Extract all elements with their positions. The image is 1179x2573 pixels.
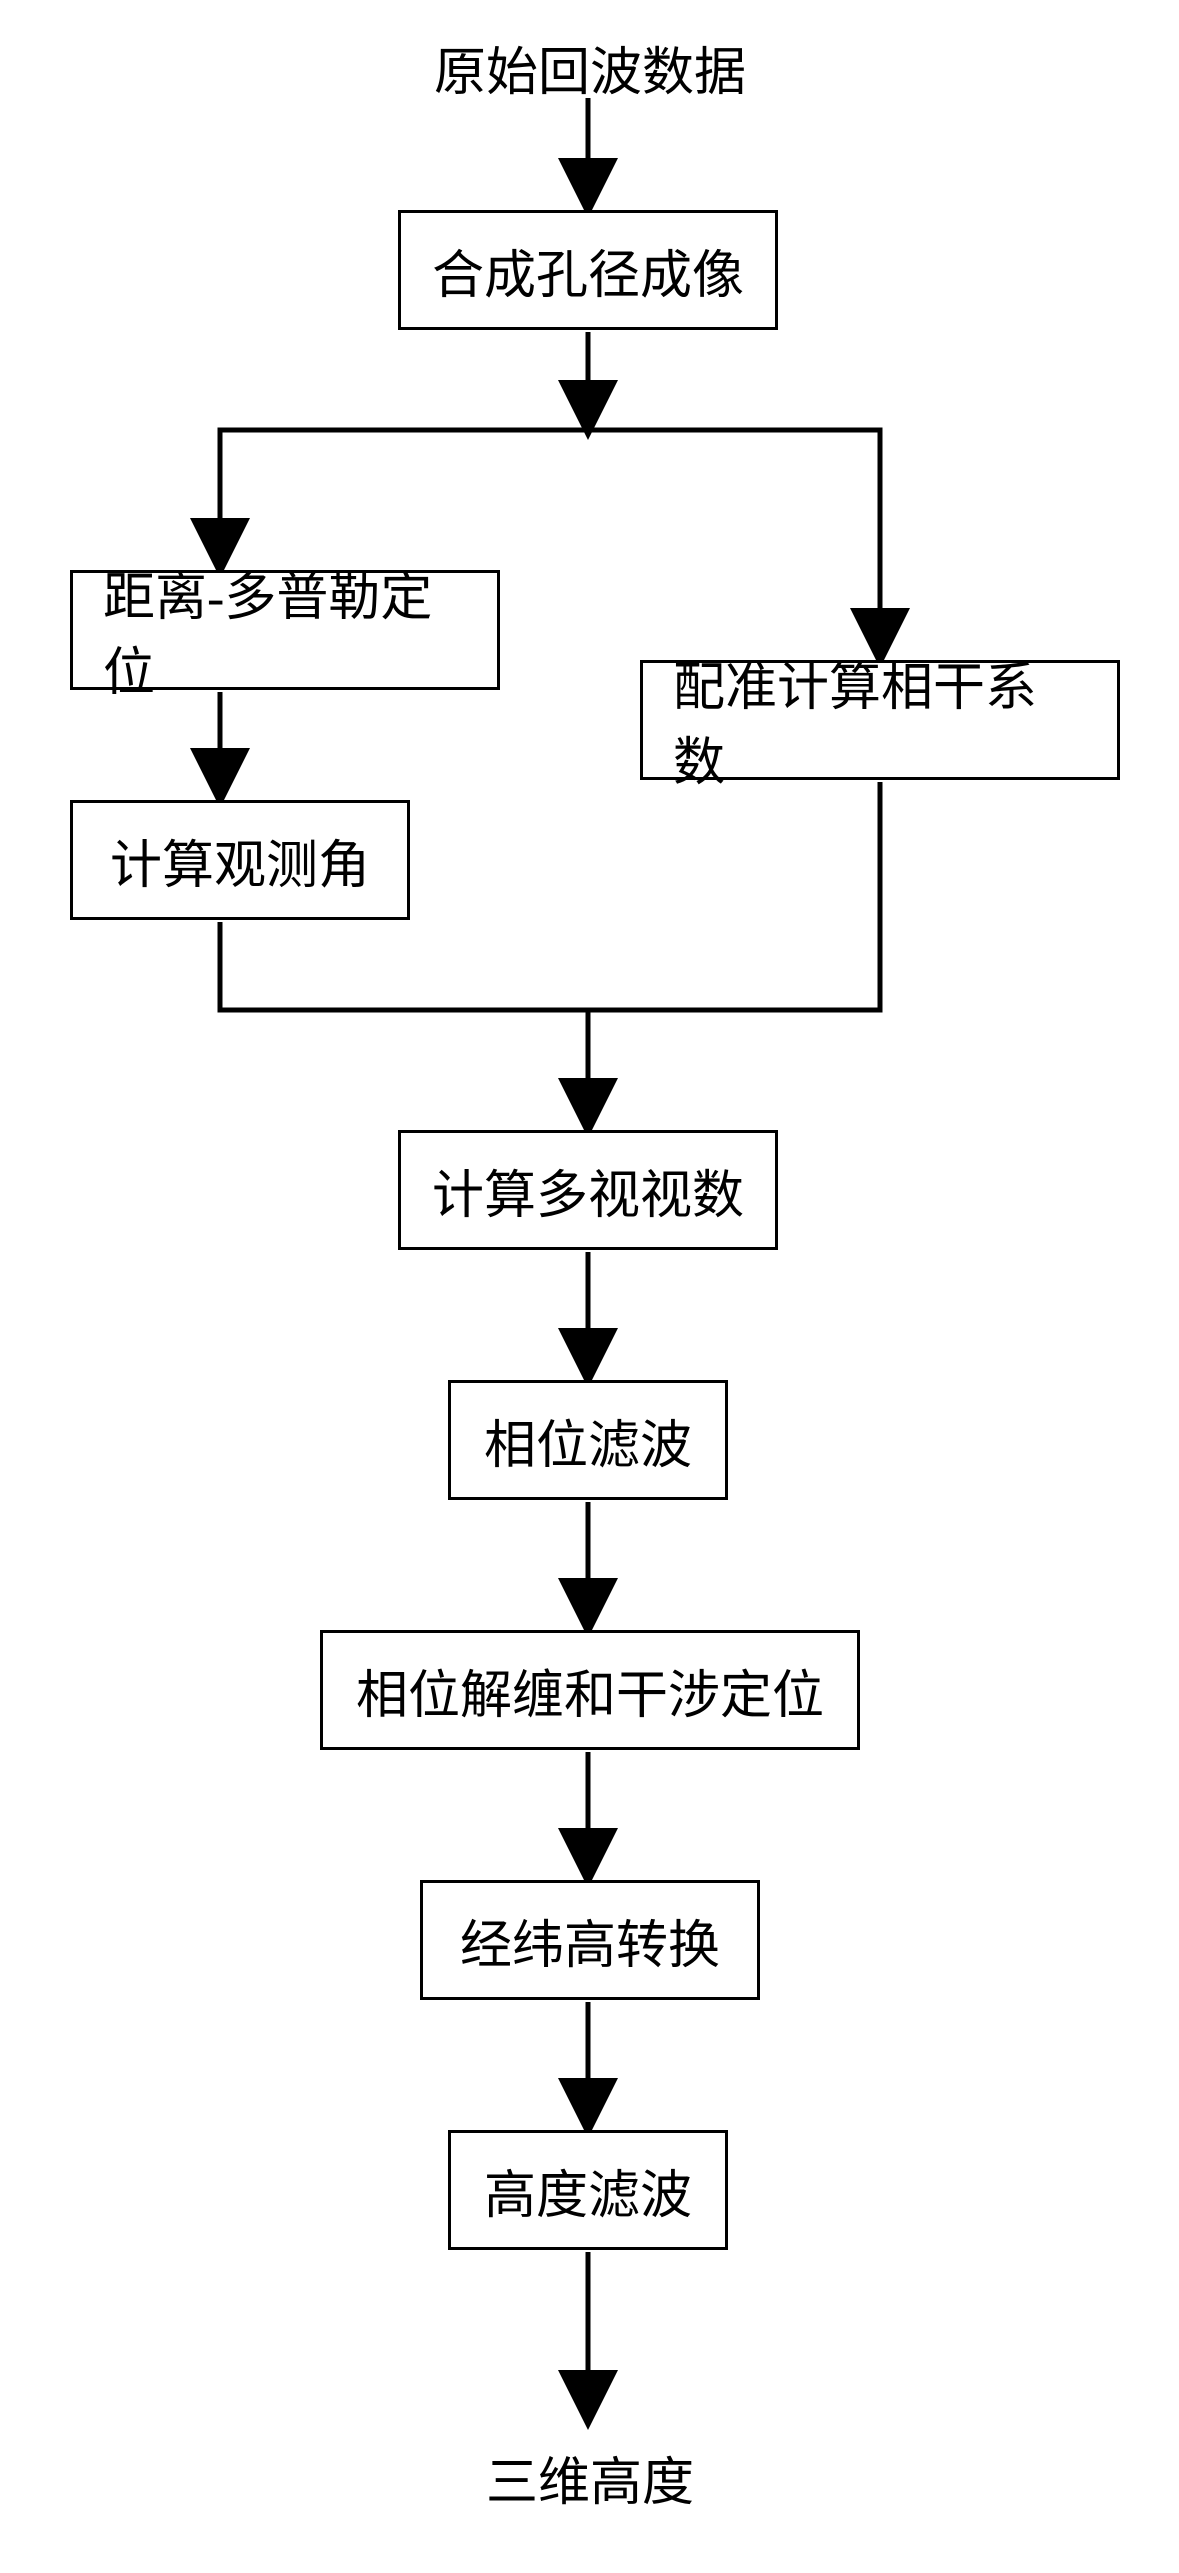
node-label-n1: 合成孔径成像 (432, 233, 744, 308)
node-n8: 经纬高转换 (420, 1880, 760, 2000)
node-label-n3: 计算观测角 (110, 823, 370, 898)
node-label-n2: 距离-多普勒定位 (103, 555, 467, 705)
node-n3: 计算观测角 (70, 800, 410, 920)
node-end: 三维高度 (480, 2440, 700, 2500)
node-start: 原始回波数据 (430, 30, 750, 90)
node-n6: 相位滤波 (448, 1380, 728, 1500)
edge-3 (588, 430, 880, 658)
node-label-start: 原始回波数据 (434, 45, 746, 102)
node-label-end: 三维高度 (486, 2455, 694, 2512)
node-n2: 距离-多普勒定位 (70, 570, 500, 690)
node-label-n6: 相位滤波 (484, 1403, 692, 1478)
edge-6 (588, 782, 880, 1010)
node-n4: 配准计算相干系数 (640, 660, 1120, 780)
node-n7: 相位解缠和干涉定位 (320, 1630, 860, 1750)
node-n1: 合成孔径成像 (398, 210, 778, 330)
node-label-n7: 相位解缠和干涉定位 (356, 1653, 824, 1728)
edge-2 (220, 430, 588, 568)
flowchart-container: 原始回波数据合成孔径成像距离-多普勒定位计算观测角配准计算相干系数计算多视视数相… (0, 0, 1179, 2573)
node-label-n9: 高度滤波 (484, 2153, 692, 2228)
node-n9: 高度滤波 (448, 2130, 728, 2250)
node-label-n8: 经纬高转换 (460, 1903, 720, 1978)
node-label-n4: 配准计算相干系数 (673, 645, 1087, 795)
node-label-n5: 计算多视视数 (432, 1153, 744, 1228)
edge-5 (220, 922, 588, 1010)
node-n5: 计算多视视数 (398, 1130, 778, 1250)
